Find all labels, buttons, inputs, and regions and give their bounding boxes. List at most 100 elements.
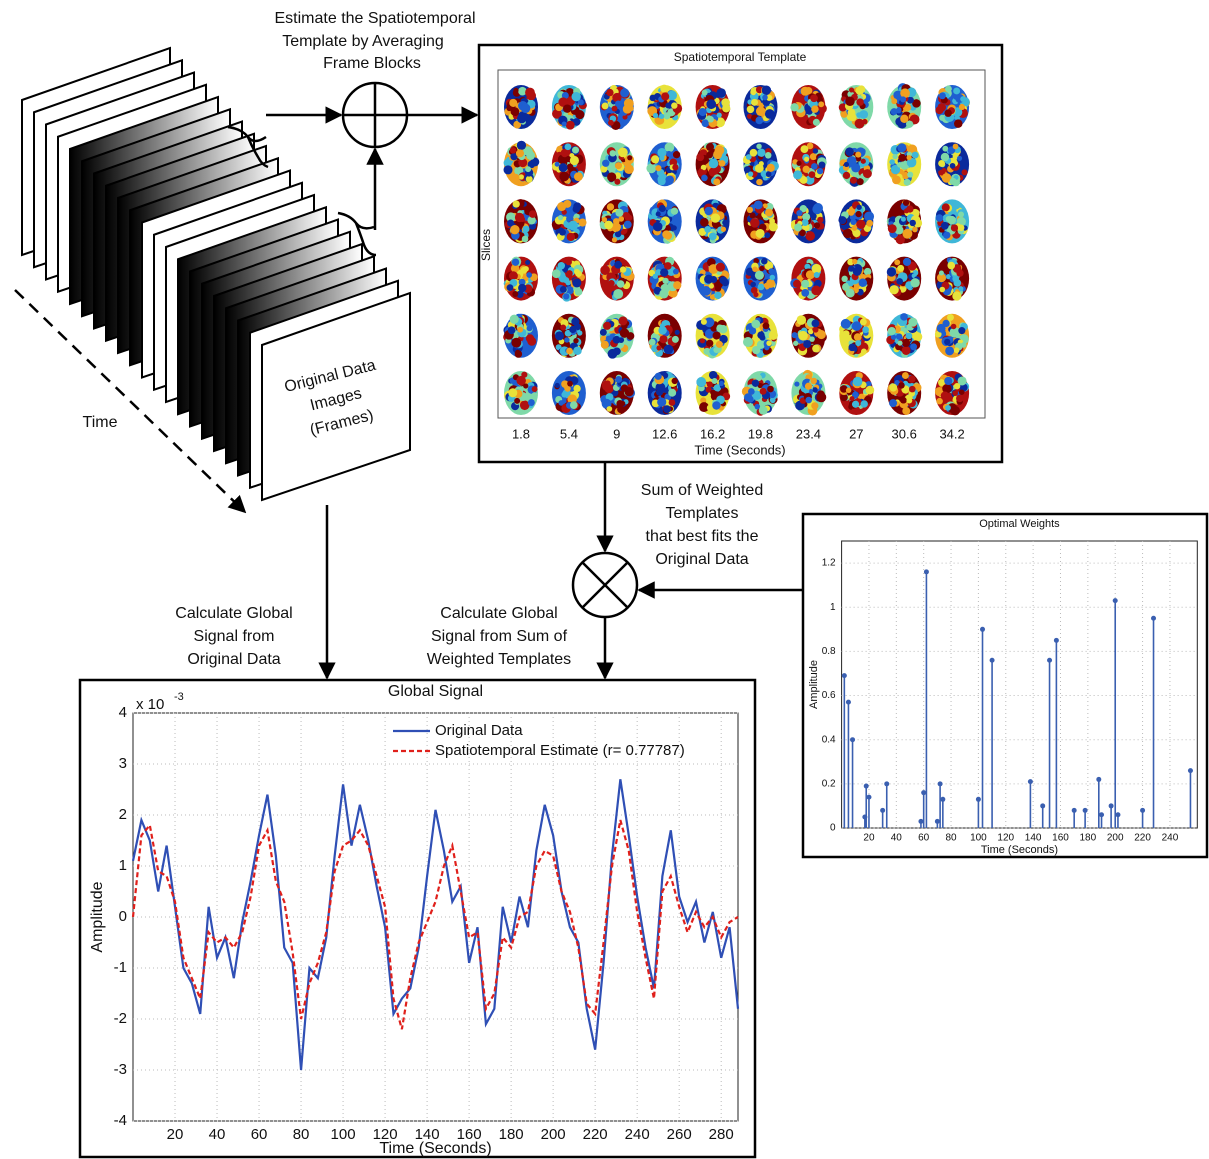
- template-image: [647, 84, 683, 129]
- voxel: [751, 319, 761, 329]
- voxel: [507, 219, 515, 227]
- voxel: [557, 214, 564, 221]
- voxel: [652, 273, 658, 279]
- voxel: [943, 231, 951, 239]
- voxel: [719, 334, 728, 344]
- stem-marker: [1096, 776, 1102, 782]
- voxel: [673, 281, 682, 290]
- voxel: [961, 169, 968, 176]
- stem-marker: [880, 807, 886, 813]
- voxel: [520, 103, 531, 114]
- template-image: [647, 371, 682, 415]
- voxel: [514, 397, 521, 404]
- voxel: [561, 391, 568, 398]
- voxel: [623, 220, 632, 229]
- voxel: [509, 314, 519, 324]
- voxel: [751, 170, 758, 178]
- voxel: [811, 263, 822, 274]
- x-tick-label: 20: [863, 833, 875, 844]
- voxel: [670, 207, 679, 215]
- voxel: [706, 151, 714, 159]
- voxel: [855, 86, 865, 96]
- voxel: [656, 345, 662, 351]
- stem-marker: [845, 699, 851, 705]
- voxel: [696, 377, 707, 387]
- x-tick-label: 34.2: [939, 426, 964, 441]
- voxel: [938, 159, 946, 167]
- voxel: [613, 347, 621, 356]
- voxel: [526, 272, 533, 278]
- voxel: [563, 104, 572, 113]
- voxel: [568, 220, 578, 231]
- template-image: [647, 256, 682, 301]
- voxel: [958, 389, 965, 395]
- voxel: [905, 332, 913, 340]
- voxel: [616, 399, 624, 407]
- voxel: [953, 347, 960, 354]
- voxel: [578, 218, 587, 227]
- voxel: [886, 267, 897, 277]
- template-image: [934, 313, 970, 358]
- stem-marker: [1053, 637, 1059, 643]
- voxel: [577, 330, 583, 336]
- template-image: [743, 313, 778, 358]
- voxel: [518, 86, 527, 96]
- voxel: [575, 270, 582, 278]
- voxel: [944, 338, 951, 346]
- voxel: [849, 396, 855, 402]
- voxel: [754, 270, 764, 280]
- voxel: [900, 216, 906, 222]
- voxel: [936, 323, 946, 333]
- voxel: [756, 178, 763, 186]
- voxel: [602, 159, 610, 167]
- voxel: [906, 397, 913, 404]
- voxel: [554, 331, 564, 341]
- calc-template-label: Calculate Global: [440, 605, 557, 622]
- voxel: [755, 106, 766, 116]
- voxel: [663, 262, 672, 270]
- brace: [227, 125, 269, 169]
- voxel: [519, 400, 530, 411]
- frame: [261, 291, 411, 502]
- voxel: [755, 374, 762, 382]
- time-arrow: [14, 289, 247, 514]
- template-images: [503, 83, 970, 416]
- voxel: [604, 380, 611, 387]
- voxel: [756, 340, 766, 349]
- voxel: [764, 152, 772, 159]
- voxel: [811, 402, 819, 410]
- voxel: [663, 344, 674, 355]
- y-tick-label: -2: [114, 1010, 127, 1027]
- voxel: [672, 268, 679, 275]
- global-signal-chart: 20 40 60 80 100 120 140 160 180 200 220 240 260 280-4…: [89, 683, 740, 1157]
- voxel: [606, 203, 615, 211]
- y-tick-label: 2: [119, 806, 127, 823]
- voxel: [572, 278, 582, 288]
- voxel: [757, 283, 765, 291]
- voxel: [903, 178, 911, 186]
- time-label: Time: [83, 414, 118, 431]
- template-xlabel: Time (Seconds): [694, 442, 785, 457]
- voxel: [513, 120, 522, 129]
- voxel: [743, 337, 753, 347]
- voxel: [705, 386, 712, 393]
- voxel: [894, 259, 901, 266]
- voxel: [816, 330, 826, 340]
- voxel: [600, 340, 609, 349]
- template-image: [551, 199, 587, 244]
- voxel: [706, 404, 714, 412]
- voxel: [958, 327, 966, 335]
- x-tick-label: 40: [891, 833, 903, 844]
- voxel: [942, 145, 949, 152]
- voxel: [951, 200, 961, 210]
- voxel: [889, 159, 895, 165]
- voxel: [804, 382, 813, 390]
- y-axis-label: Amplitude: [89, 881, 106, 952]
- voxel: [722, 219, 729, 226]
- voxel: [709, 294, 716, 300]
- voxel: [760, 170, 768, 178]
- voxel: [600, 265, 610, 276]
- voxel: [620, 88, 630, 98]
- voxel: [510, 153, 518, 161]
- voxel: [609, 150, 616, 157]
